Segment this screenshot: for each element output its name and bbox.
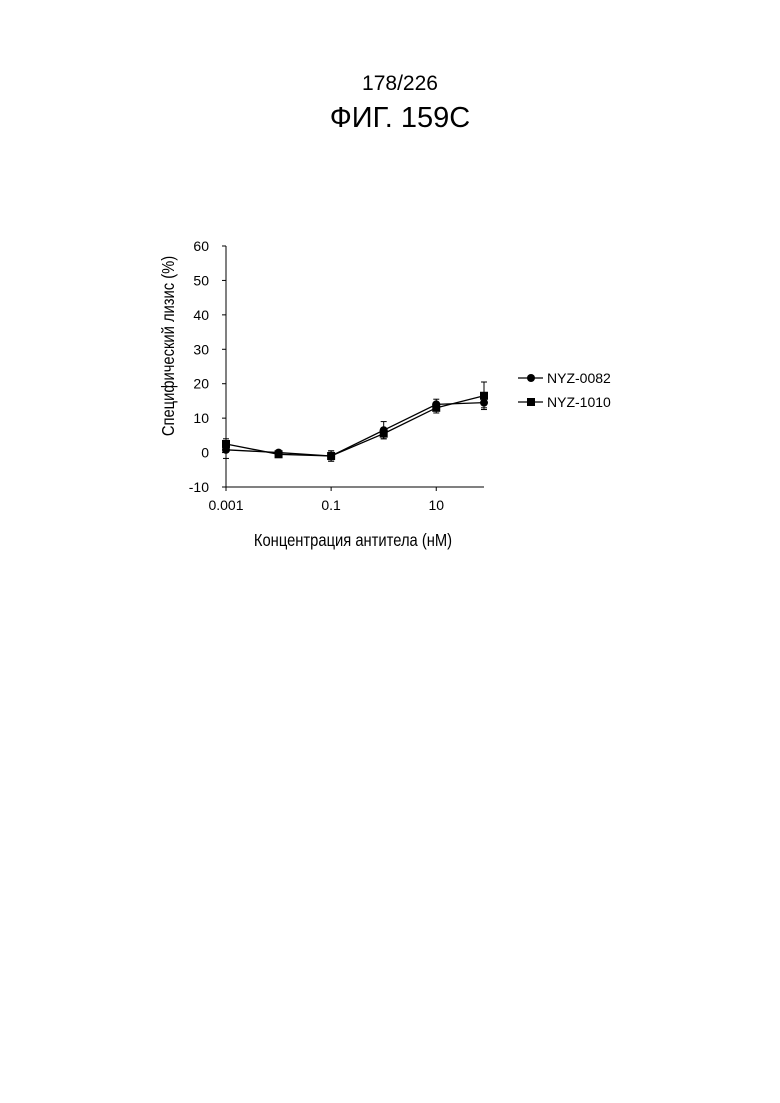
legend-label: NYZ-1010: [547, 394, 611, 410]
y-tick-label: 20: [193, 376, 209, 392]
legend-item: NYZ-0082: [518, 370, 611, 386]
legend-item: NYZ-1010: [518, 394, 611, 410]
data-point: [432, 404, 440, 412]
legend-marker: [527, 398, 535, 406]
legend-marker: [527, 374, 535, 382]
data-point: [380, 430, 388, 438]
y-tick-label: -10: [189, 479, 209, 495]
legend-label: NYZ-0082: [547, 370, 611, 386]
y-tick-label: 40: [193, 307, 209, 323]
y-tick-label: 0: [201, 445, 209, 461]
series-line: [226, 396, 484, 456]
y-tick-label: 10: [193, 410, 209, 426]
y-tick-label: 50: [193, 272, 209, 288]
x-tick-label: 0.1: [321, 497, 341, 513]
chart-axes: -10 0 10 20 30 40 50 60 0.001 0.1 10: [189, 238, 484, 513]
y-tick-label: 30: [193, 341, 209, 357]
x-tick-label: 0.001: [208, 497, 243, 513]
data-point: [275, 450, 283, 458]
data-point: [222, 440, 230, 448]
chart-series: [222, 382, 488, 461]
data-point: [480, 392, 488, 400]
data-point: [327, 452, 335, 460]
y-tick-label: 60: [193, 238, 209, 254]
legend: NYZ-0082 NYZ-1010: [518, 370, 611, 410]
y-axis-label: Специфический лизис (%): [159, 256, 179, 436]
series-line: [226, 403, 484, 456]
x-axis-label: Концентрация антитела (нМ): [254, 531, 452, 551]
series-nyz-1010: [222, 382, 488, 461]
x-tick-label: 10: [428, 497, 444, 513]
